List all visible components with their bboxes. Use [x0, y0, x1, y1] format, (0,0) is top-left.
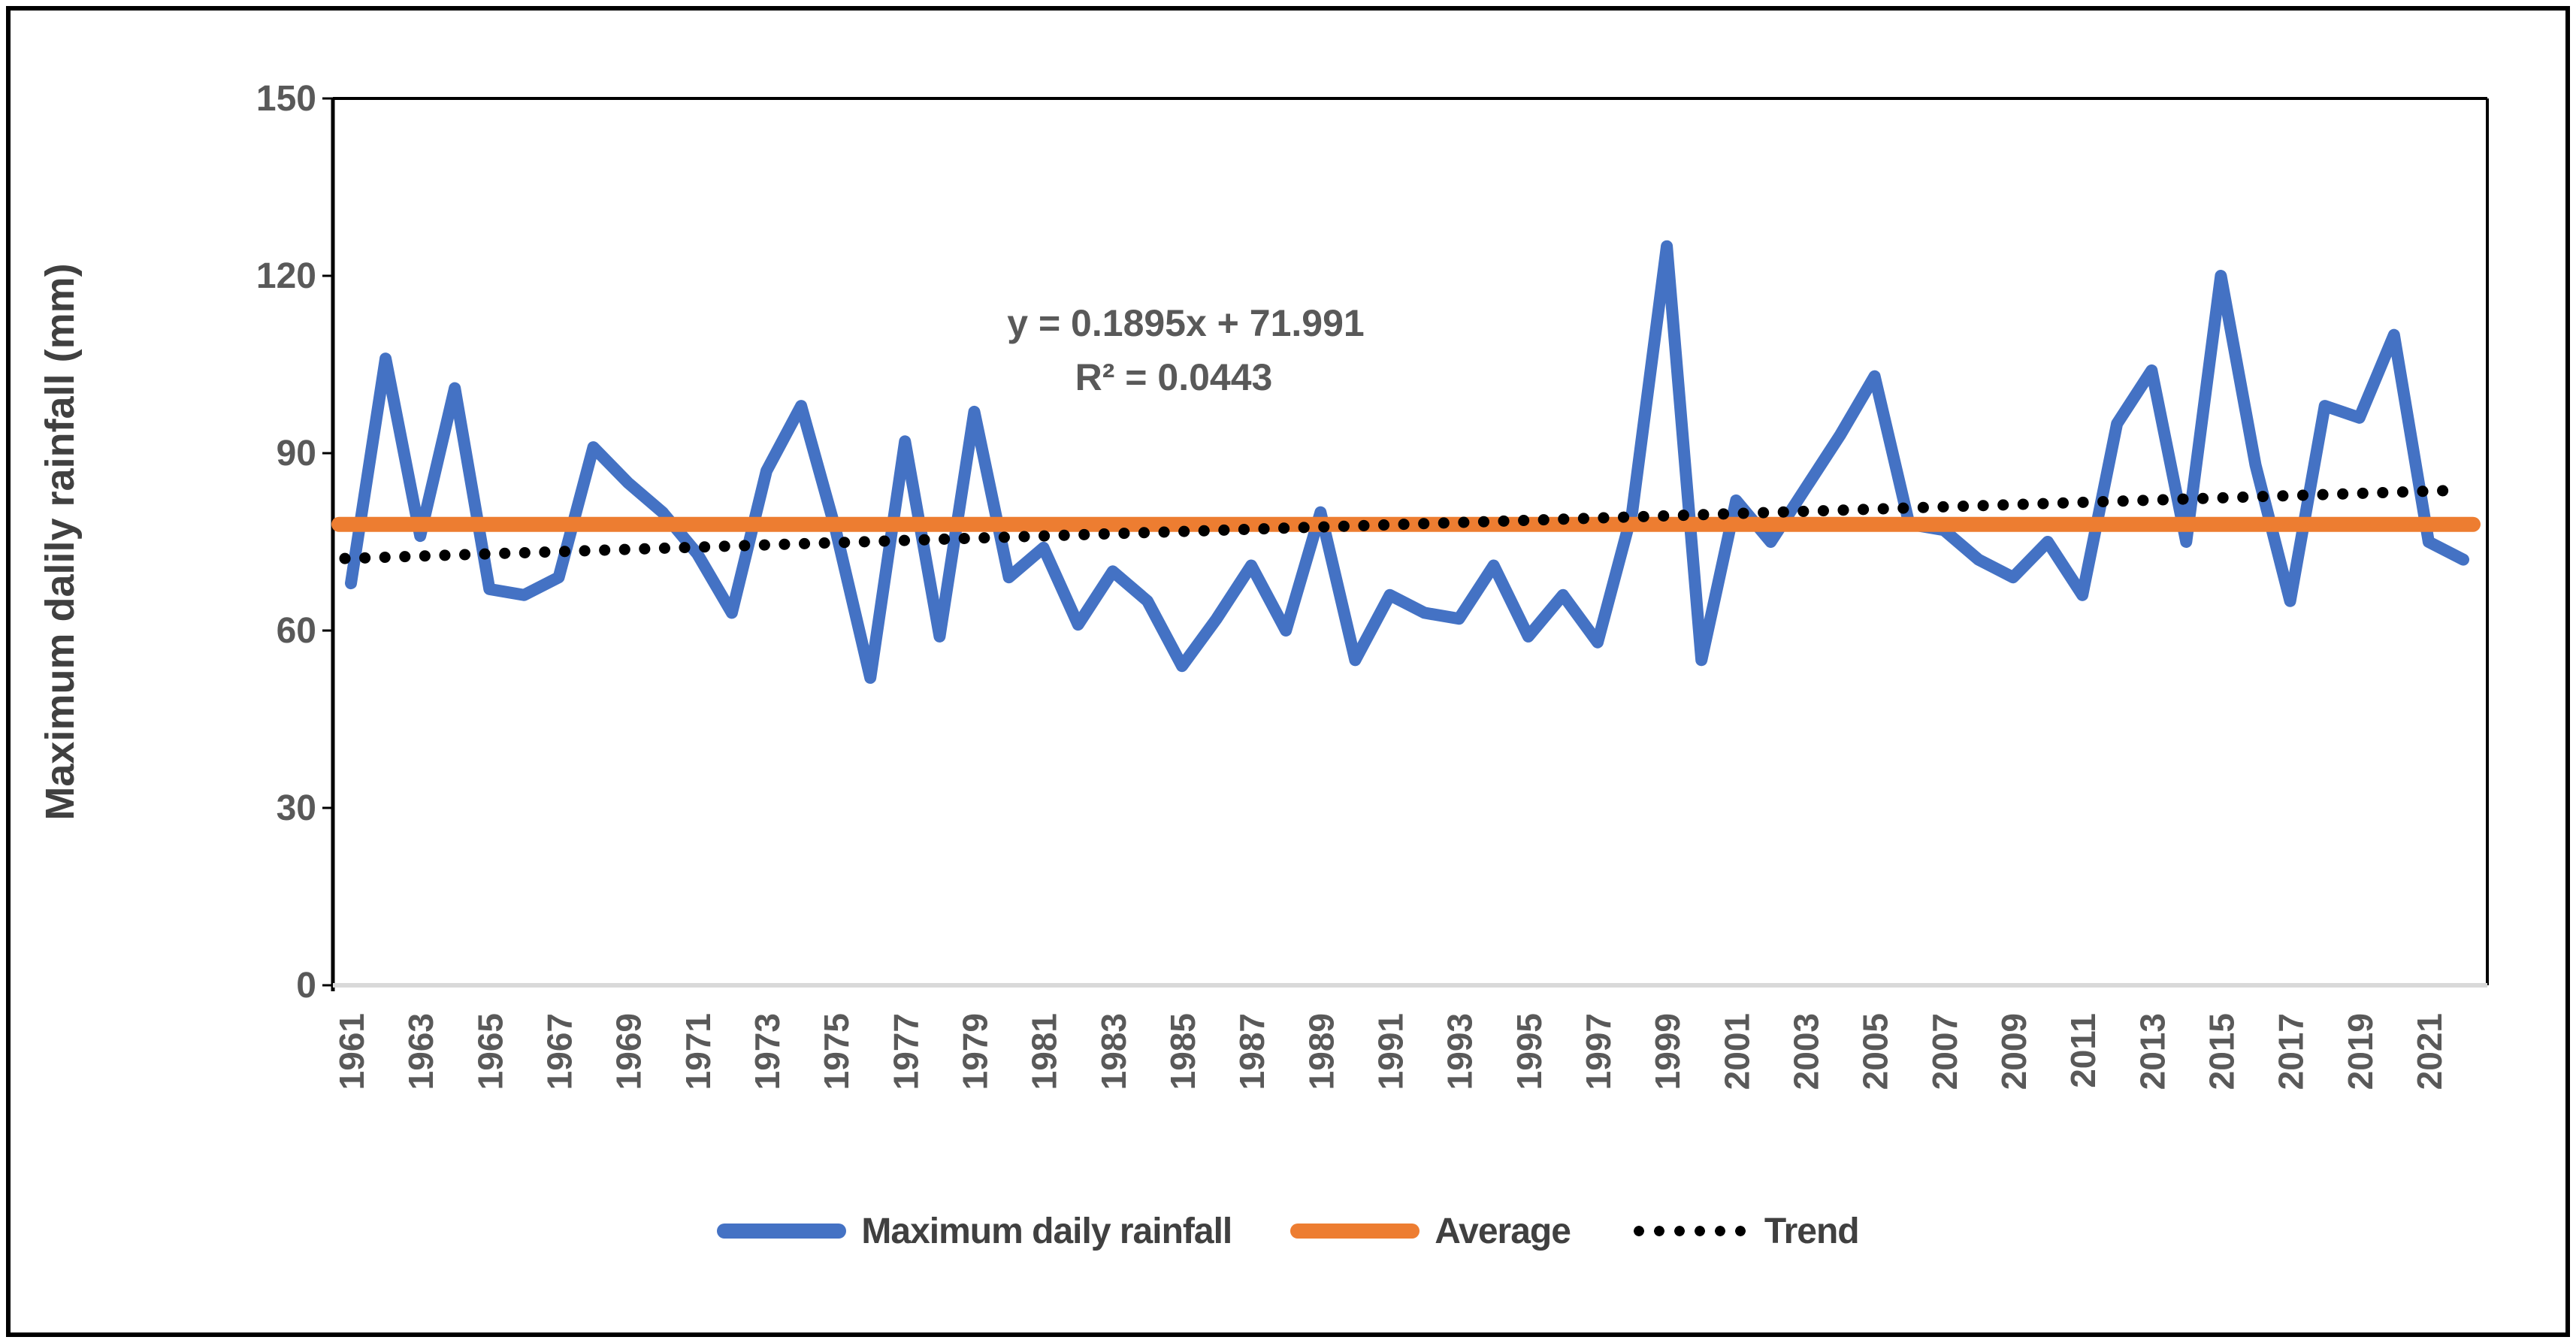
- trend-line: [339, 484, 2465, 564]
- x-tick-label: 1975: [817, 1013, 856, 1090]
- y-tick-label: 150: [256, 79, 316, 119]
- x-tick-label: 2009: [1994, 1013, 2033, 1090]
- average-line-swatch: [1290, 1224, 1420, 1239]
- x-tick-label: 1965: [470, 1013, 509, 1090]
- legend: Maximum daily rainfall Average Trend: [0, 1193, 2576, 1269]
- x-tick-label: 2011: [2064, 1013, 2103, 1088]
- x-tick-label: 1983: [1094, 1013, 1133, 1090]
- x-tick-label: 2003: [1786, 1013, 1825, 1090]
- x-tick-label: 2001: [1717, 1013, 1756, 1090]
- legend-label-rainfall: Maximum daily rainfall: [861, 1211, 1232, 1251]
- y-tick-label: 90: [277, 434, 316, 473]
- y-tick-label: 0: [296, 966, 316, 1006]
- x-tick-label: 1989: [1302, 1013, 1341, 1090]
- x-tick-label: 1971: [679, 1013, 718, 1090]
- legend-item-rainfall: Maximum daily rainfall: [717, 1211, 1232, 1252]
- x-tick-label: 1963: [401, 1013, 440, 1090]
- x-tick-label: 2005: [1856, 1013, 1895, 1090]
- x-tick-label: 1961: [332, 1013, 371, 1090]
- legend-item-trend: Trend: [1628, 1211, 1860, 1252]
- rainfall-line-swatch: [717, 1224, 847, 1239]
- r-squared-value: R² = 0.0443: [1075, 356, 1273, 398]
- x-tick-label: 1987: [1232, 1013, 1271, 1090]
- y-tick-label: 30: [277, 788, 316, 828]
- x-tick-label: 1995: [1510, 1013, 1549, 1090]
- y-tick-label: 60: [277, 611, 316, 651]
- x-tick-label: 1969: [609, 1013, 649, 1090]
- x-tick-label: 2013: [2133, 1013, 2172, 1090]
- rainfall-line: [345, 240, 2469, 684]
- y-axis-title: Maximum dalily rainfall (mm): [38, 263, 83, 820]
- x-tick-label: 2017: [2272, 1013, 2311, 1090]
- x-tick-label: 1967: [540, 1013, 579, 1090]
- x-tick-label: 1979: [955, 1013, 994, 1090]
- x-tick-label: 2019: [2341, 1013, 2380, 1090]
- x-tick-label: 2021: [2410, 1013, 2449, 1090]
- y-tick-label: 120: [256, 256, 316, 296]
- legend-label-trend: Trend: [1764, 1211, 1860, 1251]
- plot-area: 0 30 60 90 120 150 1961 1963 1965 1967 1969 1971 197…: [256, 79, 2489, 1090]
- x-tick-label: 2015: [2202, 1013, 2241, 1090]
- x-tick-label: 1985: [1163, 1013, 1202, 1090]
- trend-line-swatch: [1628, 1225, 1749, 1237]
- trend-equation: y = 0.1895x + 71.991: [1007, 302, 1364, 344]
- x-tick-label: 1991: [1371, 1013, 1410, 1090]
- x-tick-label: 1977: [886, 1013, 925, 1090]
- x-tick-label: 1993: [1441, 1013, 1480, 1090]
- x-tick-label: 1999: [1648, 1013, 1687, 1090]
- legend-label-average: Average: [1435, 1211, 1571, 1251]
- x-tick-label: 1981: [1025, 1013, 1064, 1090]
- x-tick-label: 1973: [748, 1013, 787, 1090]
- x-tick-label: 1997: [1579, 1013, 1618, 1090]
- x-tick-label: 2007: [1925, 1013, 1964, 1090]
- legend-item-average: Average: [1290, 1211, 1571, 1252]
